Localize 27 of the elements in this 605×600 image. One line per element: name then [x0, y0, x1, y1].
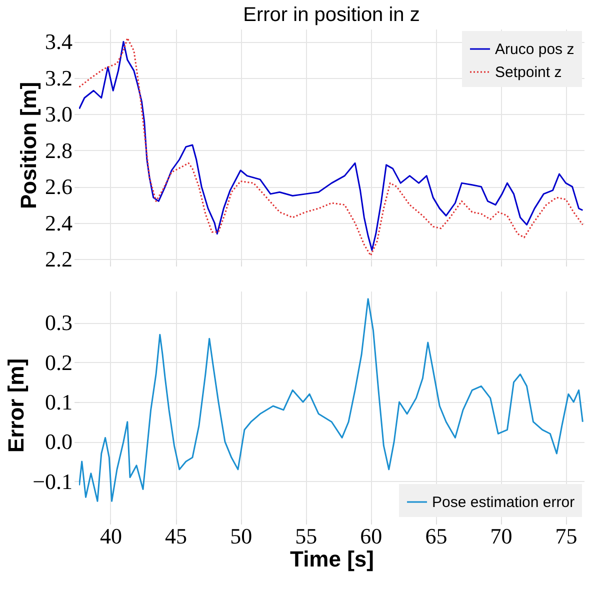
x-axis-title: Time [s] [290, 546, 374, 572]
x-tick-label: 60 [360, 524, 382, 548]
x-tick-label: 55 [295, 524, 318, 548]
legend-label: Pose estimation error [432, 494, 575, 511]
y-tick-label: 3.4 [45, 29, 72, 54]
x-tick-label: 75 [555, 524, 578, 548]
chart-title: Error in position in z [243, 4, 420, 26]
legend-label: Aruco pos z [495, 41, 574, 58]
y-tick-label: 2.8 [45, 138, 72, 163]
y-tick-label: 2.2 [45, 246, 72, 272]
x-tick-label: 45 [165, 524, 188, 548]
y-tick-label: 0.3 [45, 310, 72, 336]
y-tick-label: 0.0 [45, 429, 72, 454]
x-tick-label: 50 [230, 524, 252, 548]
y-axis-title: Position [m] [16, 82, 41, 210]
y-axis-title: Error [m] [4, 358, 29, 453]
x-tick-label: 65 [425, 524, 448, 548]
x-tick-label: 40 [100, 524, 122, 548]
y-tick-label: 2.4 [45, 210, 72, 236]
y-tick-label: 0.1 [45, 390, 72, 415]
legend-label: Setpoint z [495, 64, 562, 81]
x-tick-label: 70 [490, 524, 512, 548]
y-tick-label: −0.1 [32, 468, 72, 494]
y-tick-label: 2.6 [45, 174, 72, 200]
y-tick-label: 0.2 [45, 350, 72, 375]
y-tick-label: 3.2 [45, 65, 72, 90]
y-tick-label: 3.0 [45, 102, 72, 127]
